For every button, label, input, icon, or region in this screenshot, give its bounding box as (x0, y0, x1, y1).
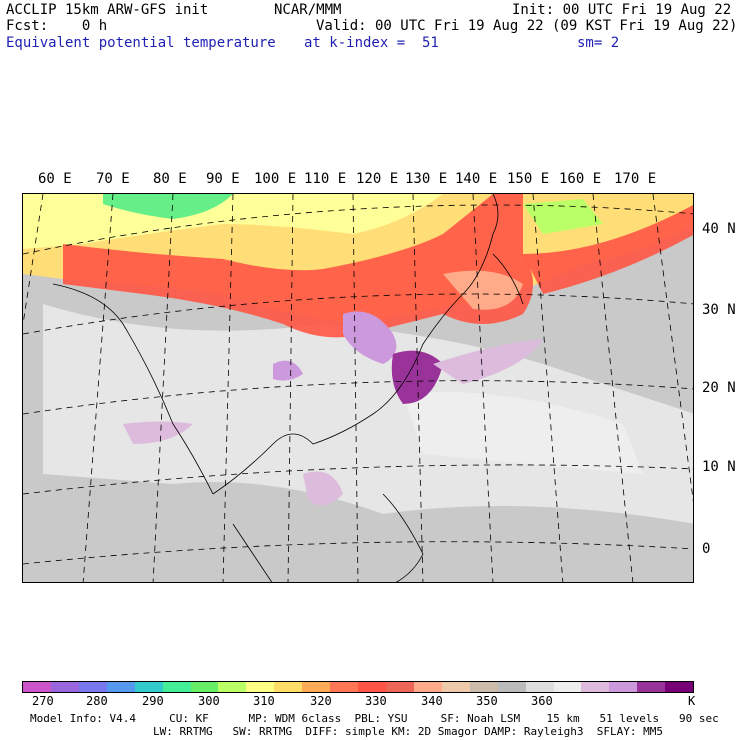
colorbar-swatch (385, 682, 414, 692)
map-panel (22, 193, 694, 583)
colorbar-swatch (358, 682, 386, 692)
init-time: Init: 00 UTC Fri 19 Aug 22 (512, 2, 732, 18)
lat-label: 10 N (702, 459, 736, 475)
theta-e-map (23, 194, 693, 582)
colorbar-swatch (106, 682, 135, 692)
lon-label: 100 E (254, 171, 297, 187)
model-info-line-1: Model Info: V4.4 CU: KF MP: WDM 6class P… (30, 712, 719, 725)
lat-label: 0 (702, 541, 711, 557)
colorbar-swatch (246, 682, 275, 692)
field-name: Equivalent potential temperature (6, 35, 276, 51)
colorbar-swatch (665, 682, 694, 692)
lat-label: 40 N (702, 221, 736, 237)
colorbar (22, 681, 694, 693)
org-label: NCAR/MMM (274, 2, 342, 18)
valid-time: Valid: 00 UTC Fri 19 Aug 22 (09 KST Fri … (316, 18, 738, 34)
lon-label: 110 E (304, 171, 347, 187)
lat-label: 30 N (702, 302, 736, 318)
lon-label: 140 E (455, 171, 498, 187)
green-patch (103, 194, 233, 219)
purple-region-5 (303, 471, 343, 506)
level-info: at k-index = 51 (304, 35, 439, 51)
colorbar-label: 360 (531, 694, 553, 708)
forecast-hour: Fcst: 0 h (6, 18, 108, 34)
model-title: ACCLIP 15km ARW-GFS init (6, 2, 209, 18)
lon-label: 120 E (356, 171, 399, 187)
red-band-east (523, 205, 693, 294)
model-info-line-2: LW: RRTMG SW: RRTMG DIFF: simple KM: 2D … (153, 725, 663, 738)
colorbar-swatch (525, 682, 554, 692)
graticule (23, 194, 693, 582)
smoothing-info: sm= 2 (577, 35, 620, 51)
green-patch-east (523, 199, 603, 234)
colorbar-swatch (330, 682, 359, 692)
colorbar-swatch (413, 682, 442, 692)
colorbar-swatch (581, 682, 610, 692)
lon-label: 70 E (96, 171, 130, 187)
colorbar-swatch (274, 682, 303, 692)
colorbar-swatch (134, 682, 163, 692)
colorbar-label: 330 (365, 694, 387, 708)
colorbar-swatch (78, 682, 107, 692)
colorbar-swatch (469, 682, 498, 692)
colorbar-swatch (218, 682, 247, 692)
colorbar-swatch (441, 682, 470, 692)
lon-label: 80 E (153, 171, 187, 187)
coastlines (52, 194, 524, 582)
lon-label: 60 E (38, 171, 72, 187)
colorbar-swatch (162, 682, 191, 692)
lon-label: 160 E (559, 171, 602, 187)
colorbar-label: 340 (421, 694, 443, 708)
light-field-region (43, 304, 693, 524)
colorbar-swatch (50, 682, 79, 692)
colorbar-label: K (688, 694, 696, 708)
colorbar-label: 280 (86, 694, 108, 708)
colorbar-swatch (190, 682, 219, 692)
lon-label: 150 E (507, 171, 550, 187)
colorbar-label: 290 (142, 694, 164, 708)
colorbar-label: 310 (253, 694, 275, 708)
colorbar-swatch (637, 682, 666, 692)
colorbar-swatch (609, 682, 638, 692)
lon-label: 130 E (405, 171, 448, 187)
colorbar-label: 300 (198, 694, 220, 708)
lon-label: 170 E (614, 171, 657, 187)
ocean-light-region (403, 392, 643, 474)
magenta-region (391, 350, 443, 404)
lat-label: 20 N (702, 380, 736, 396)
purple-region-2 (433, 339, 543, 384)
purple-region-1 (343, 311, 397, 364)
salmon-patch (443, 270, 523, 310)
colorbar-label: 350 (476, 694, 498, 708)
lon-label: 90 E (206, 171, 240, 187)
colorbar-label: 320 (310, 694, 332, 708)
red-band (63, 194, 533, 338)
purple-region-3 (273, 360, 303, 381)
colorbar-label: 270 (32, 694, 54, 708)
colorbar-swatch (497, 682, 526, 692)
colorbar-swatch (553, 682, 582, 692)
colorbar-swatch (23, 682, 51, 692)
colorbar-swatch (302, 682, 331, 692)
